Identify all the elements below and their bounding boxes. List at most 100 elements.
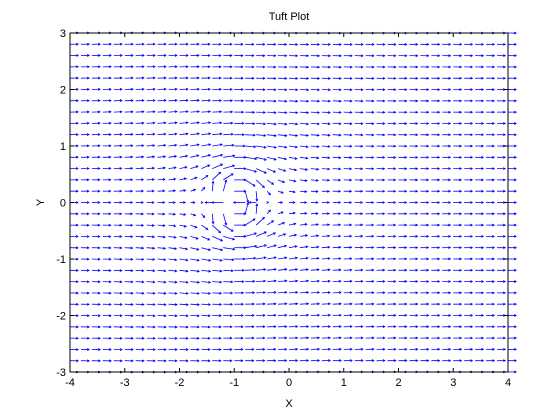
tuft-arrow-head	[371, 43, 375, 46]
tuft-arrow-head	[240, 325, 244, 329]
tuft-arrow-head	[97, 336, 101, 340]
tuft-arrow-head	[86, 314, 90, 318]
tuft-arrow-head	[262, 302, 266, 306]
tuft-arrow-head	[284, 347, 288, 351]
tuft-arrow-head	[185, 121, 189, 125]
tuft-arrow-head	[141, 76, 145, 80]
tuft-arrow-head	[317, 336, 321, 340]
tuft-arrow-head	[152, 110, 156, 114]
tuft-arrow-head	[437, 313, 441, 317]
tuft-arrow	[179, 166, 187, 169]
tuft-arrow-head	[162, 166, 166, 170]
tuft-arrow-head	[492, 155, 496, 159]
tuft-arrow	[223, 144, 234, 147]
tuft-arrow-head	[415, 280, 419, 283]
tuft-arrow-head	[208, 132, 212, 136]
tuft-arrow-head	[141, 132, 145, 136]
tuft-arrow-head	[174, 132, 178, 136]
tuft-arrow-head	[437, 88, 441, 92]
tuft-arrow-head	[448, 88, 452, 91]
tuft-arrow-head	[86, 269, 90, 272]
tuft-arrow-head	[273, 291, 277, 294]
tuft-arrow-head	[382, 189, 386, 193]
tuft-arrow-head	[459, 280, 463, 283]
tuft-arrow-head	[437, 291, 441, 295]
tuft-arrow-head	[108, 144, 112, 148]
tuft-arrow-head	[459, 110, 463, 114]
tuft-arrow-head	[305, 145, 309, 149]
tuft-arrow-head	[503, 110, 507, 114]
tuft-arrow-head	[316, 279, 320, 283]
tuft-arrow-head	[317, 88, 321, 92]
tuft-arrow-head	[437, 246, 441, 250]
tuft-arrow-head	[97, 359, 101, 363]
tuft-arrow-head	[426, 144, 430, 148]
tuft-arrow-head	[262, 216, 265, 220]
tuft-arrow-head	[273, 325, 277, 329]
tuft-arrow-head	[393, 178, 397, 182]
tuft-arrow-head	[76, 87, 79, 91]
tuft-arrow-head	[492, 314, 496, 317]
tuft-arrow-head	[280, 201, 284, 204]
tuft-arrow-head	[382, 43, 386, 46]
tuft-arrow-head	[218, 325, 222, 329]
tuft-arrow	[157, 224, 165, 227]
tuft-arrow-head	[404, 291, 408, 295]
tuft-arrow-head	[295, 325, 299, 328]
tuft-arrow-head	[108, 110, 112, 114]
tuft-arrow	[157, 236, 166, 238]
tuft-arrow-head	[317, 111, 321, 114]
tuft-arrow	[256, 257, 266, 260]
tuft-arrow	[277, 190, 284, 194]
tuft-arrow-head	[306, 111, 310, 114]
tuft-arrow-head	[305, 156, 309, 160]
tuft-arrow-head	[360, 234, 364, 238]
tuft-arrow-head	[185, 76, 189, 80]
tuft-arrow-head	[152, 54, 156, 57]
tuft-arrow-head	[426, 302, 430, 306]
tuft-arrow-head	[382, 257, 386, 261]
tuft-arrow-head	[338, 325, 342, 328]
tuft-arrow-head	[163, 258, 167, 262]
tuft-arrow-head	[295, 54, 299, 58]
tuft-arrow-head	[251, 42, 255, 46]
tuft-arrow-head	[371, 223, 375, 227]
tuft-arrow-head	[119, 167, 123, 170]
tuft-arrow-head	[208, 291, 212, 295]
tuft-arrow-head	[492, 268, 496, 272]
tuft-arrow-head	[141, 99, 145, 102]
tuft-arrow	[277, 134, 287, 137]
tuft-arrow-head	[262, 65, 266, 69]
tuft-arrow-head	[327, 178, 331, 182]
tuft-arrow-head	[404, 133, 408, 137]
tuft-arrow	[321, 280, 331, 282]
tuft-arrow-head	[263, 122, 267, 126]
tuft-arrow	[201, 258, 211, 261]
tuft-arrow-head	[152, 336, 156, 340]
tuft-arrow-head	[304, 190, 308, 194]
tuft-arrow-head	[349, 223, 353, 227]
tuft-arrow-head	[326, 201, 330, 204]
tuft-arrow-head	[317, 313, 321, 317]
tuft-arrow	[157, 156, 166, 158]
tuft-arrow-head	[459, 189, 463, 193]
tuft-arrow-head	[294, 168, 298, 172]
tuft-arrow-head	[470, 291, 474, 295]
tuft-arrow-head	[349, 54, 353, 58]
tuft-arrow-head	[185, 280, 189, 284]
tuft-arrow	[190, 144, 200, 147]
tuft-arrow	[211, 213, 214, 224]
y-tick-label: -1	[56, 254, 66, 266]
tuft-arrow	[157, 281, 166, 283]
tuft-arrow	[190, 269, 200, 272]
tuft-arrow-head	[426, 167, 430, 171]
tuft-arrow-head	[305, 133, 309, 137]
tuft-arrow	[267, 134, 277, 137]
tuft-arrow-head	[75, 110, 79, 114]
tuft-arrow-head	[174, 143, 178, 147]
tuft-arrow-head	[141, 325, 145, 329]
tuft-arrow-head	[459, 65, 463, 69]
tuft-arrow-head	[141, 144, 145, 148]
tuft-arrow-head	[393, 99, 397, 103]
tuft-arrow-head	[360, 313, 364, 317]
